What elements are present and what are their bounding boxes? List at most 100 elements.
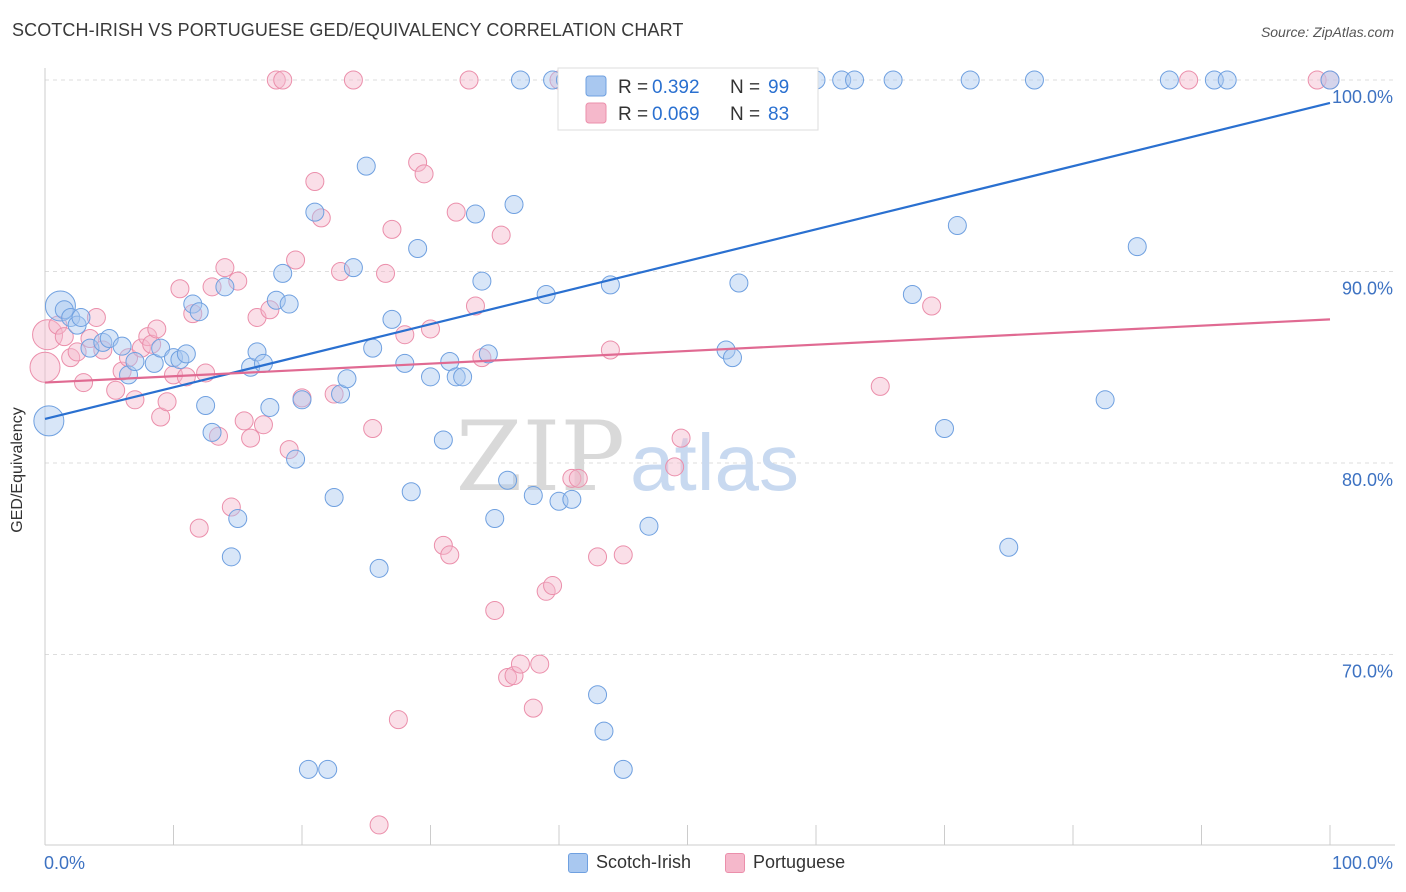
data-point <box>86 307 106 327</box>
y-tick-label: 80.0% <box>1342 470 1393 490</box>
data-point <box>478 344 498 364</box>
legend-r-label-1: R = <box>618 77 648 98</box>
data-point <box>247 342 267 362</box>
data-point <box>176 344 196 364</box>
data-point <box>147 319 167 339</box>
data-point <box>459 70 479 90</box>
data-point <box>530 654 550 674</box>
data-point <box>343 70 363 90</box>
data-point <box>947 216 967 236</box>
data-point <box>600 340 620 360</box>
y-tick-label: 100.0% <box>1332 87 1393 107</box>
data-point <box>286 449 306 469</box>
chart-title: SCOTCH-IRISH VS PORTUGUESE GED/EQUIVALEN… <box>12 20 684 40</box>
data-point <box>562 468 582 488</box>
data-point <box>485 509 505 529</box>
data-point <box>228 271 248 291</box>
legend-n-value-2: 83 <box>768 104 789 125</box>
data-point <box>472 271 492 291</box>
data-point <box>253 415 273 435</box>
data-point <box>324 487 344 507</box>
data-point <box>388 710 408 730</box>
data-point <box>234 411 254 431</box>
data-point <box>446 202 466 222</box>
legend-r-value-1: 0.392 <box>652 77 700 98</box>
data-point <box>498 470 518 490</box>
data-point <box>44 290 76 322</box>
data-point <box>369 815 389 835</box>
data-point <box>902 284 922 304</box>
data-point <box>260 300 280 320</box>
scotch-irish-swatch <box>568 852 588 873</box>
data-point <box>722 348 742 368</box>
data-point <box>54 300 74 320</box>
data-point <box>125 352 145 372</box>
data-point <box>401 482 421 502</box>
data-point <box>588 685 608 705</box>
data-point <box>613 759 633 779</box>
data-point <box>1095 390 1115 410</box>
data-point <box>125 390 145 410</box>
data-point <box>465 296 485 316</box>
data-point <box>164 348 183 368</box>
watermark-atlas: atlas <box>630 418 799 507</box>
data-point <box>324 384 344 404</box>
data-point <box>343 258 363 278</box>
data-point <box>504 194 524 214</box>
scotch-irish-label: Scotch-Irish <box>596 852 692 872</box>
legend-n-label-2: N = <box>730 104 760 125</box>
data-point <box>453 367 473 387</box>
data-point <box>671 428 691 448</box>
legend-item-portuguese: Portuguese <box>725 852 845 873</box>
portuguese-label: Portuguese <box>753 852 846 872</box>
data-point <box>369 558 389 578</box>
data-point <box>273 263 293 283</box>
portuguese-swatch <box>725 852 746 873</box>
data-point <box>1159 70 1179 90</box>
data-point <box>523 698 543 718</box>
legend-r-label-2: R = <box>618 104 648 125</box>
data-point <box>183 294 203 314</box>
data-point <box>356 156 376 176</box>
data-point <box>999 537 1019 557</box>
data-point <box>189 302 209 322</box>
data-point <box>960 70 980 90</box>
data-point <box>331 262 351 281</box>
data-point <box>588 547 608 567</box>
data-point <box>183 304 203 324</box>
data-point <box>279 294 299 314</box>
data-point <box>1127 237 1147 257</box>
data-point <box>523 486 543 506</box>
portuguese-points <box>29 70 1340 835</box>
data-point <box>221 497 241 517</box>
y-tick-label: 70.0% <box>1342 662 1393 682</box>
data-point <box>71 307 91 327</box>
data-point <box>67 342 87 362</box>
data-point <box>80 338 100 358</box>
data-point <box>273 70 293 90</box>
data-point <box>376 263 396 283</box>
data-point <box>446 367 466 387</box>
data-point <box>80 329 100 349</box>
data-point <box>639 516 659 536</box>
data-point <box>305 171 325 191</box>
data-point <box>363 419 383 439</box>
axes <box>44 68 1395 846</box>
x-tick-label: 100.0% <box>1332 853 1393 873</box>
watermark: ZIP atlas <box>456 401 799 513</box>
data-point <box>298 759 318 779</box>
data-point <box>305 202 325 222</box>
data-point <box>594 721 614 741</box>
data-point <box>1217 70 1237 90</box>
data-point <box>729 273 749 293</box>
data-point <box>318 759 338 779</box>
data-point <box>32 319 64 351</box>
data-point <box>440 545 460 565</box>
data-point <box>189 518 209 538</box>
data-point <box>170 279 190 299</box>
data-point <box>215 258 235 278</box>
data-point <box>54 327 74 347</box>
data-point <box>485 600 505 620</box>
data-point <box>151 338 171 358</box>
